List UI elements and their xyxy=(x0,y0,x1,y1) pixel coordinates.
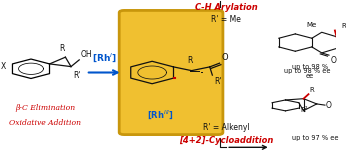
Text: R' = Me: R' = Me xyxy=(211,15,241,24)
Text: [Rh$^{III}$]: [Rh$^{III}$] xyxy=(147,108,174,121)
Text: [4+2]-Cycloaddition: [4+2]-Cycloaddition xyxy=(179,136,273,145)
Text: ee: ee xyxy=(306,72,314,79)
Text: Oxidative Addition: Oxidative Addition xyxy=(9,119,81,127)
Text: up to 98 % ee: up to 98 % ee xyxy=(284,68,330,74)
FancyBboxPatch shape xyxy=(119,10,223,135)
Text: R: R xyxy=(187,56,193,65)
Text: β-C Elimination: β-C Elimination xyxy=(15,104,75,112)
Text: R': R' xyxy=(74,71,81,80)
Text: [Rh$^I$]: [Rh$^I$] xyxy=(92,51,117,64)
Text: Me: Me xyxy=(307,22,317,28)
Text: up to 98 %: up to 98 % xyxy=(292,64,328,69)
Text: R: R xyxy=(342,23,346,29)
Text: R: R xyxy=(60,44,65,53)
Text: C-H Arylation: C-H Arylation xyxy=(195,3,257,12)
Text: O: O xyxy=(221,53,228,62)
Text: X: X xyxy=(0,62,6,71)
Text: R: R xyxy=(309,87,314,93)
Text: R' = Alkenyl: R' = Alkenyl xyxy=(203,123,249,132)
Text: O: O xyxy=(331,56,337,65)
Text: R': R' xyxy=(214,77,221,86)
Text: R²: R² xyxy=(300,107,308,113)
Text: up to 97 % ee: up to 97 % ee xyxy=(292,135,338,141)
Text: O: O xyxy=(326,101,332,110)
Text: OH: OH xyxy=(81,50,92,59)
